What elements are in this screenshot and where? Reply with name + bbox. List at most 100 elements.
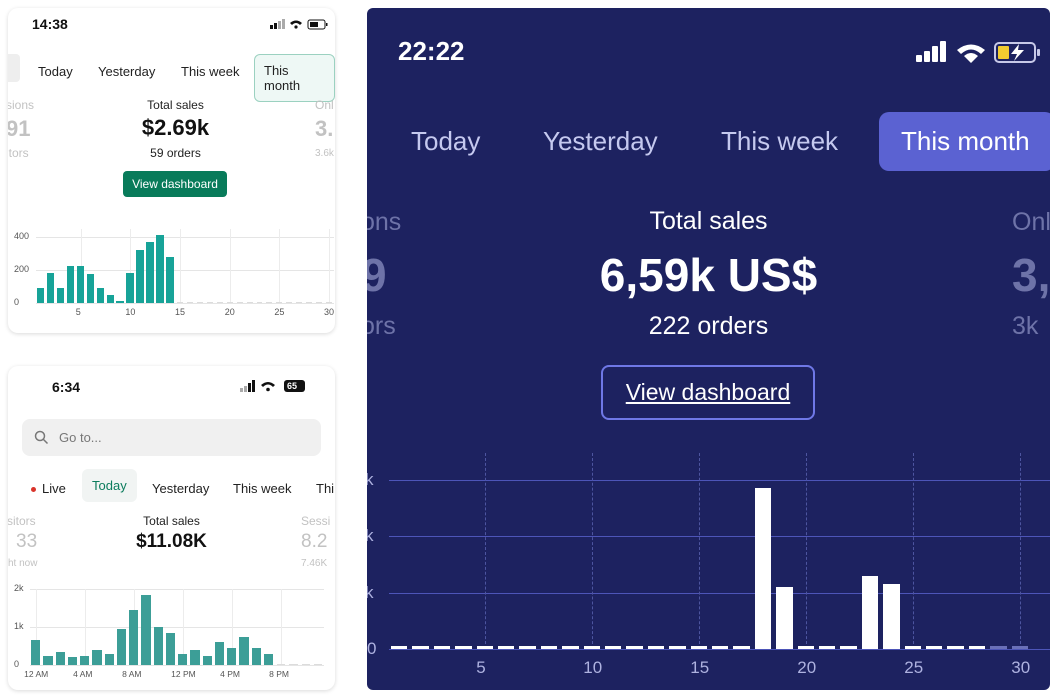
- chart-bar: [156, 234, 164, 303]
- y-tick-label: 200: [14, 264, 30, 275]
- total-sales-label: Total sales: [649, 207, 768, 235]
- chart-bar: [56, 288, 65, 303]
- y-gridline: [30, 665, 324, 666]
- sessions-label-partial: Sessi: [301, 514, 331, 528]
- tab-today[interactable]: Today: [411, 126, 481, 156]
- x-gridline: [485, 453, 487, 649]
- y-gridline: [30, 627, 324, 628]
- chart-bar-empty: [246, 302, 253, 303]
- chart-bar: [153, 627, 163, 665]
- tab-yesterday[interactable]: Yesterday: [152, 481, 210, 496]
- view-dashboard-button[interactable]: View dashboard: [123, 171, 227, 197]
- x-tick-label: 4 PM: [220, 669, 240, 679]
- chart-bar-empty: [286, 302, 293, 303]
- x-tick-label: 30: [324, 307, 335, 317]
- x-tick-label: 25: [274, 307, 285, 317]
- chart-bar-empty: [412, 646, 429, 649]
- x-tick-label: 5: [75, 307, 81, 317]
- chart-bar-empty: [583, 646, 600, 649]
- tab-yesterday[interactable]: Yesterday: [543, 126, 658, 156]
- chart-bar: [43, 655, 53, 665]
- chart-bar-empty: [797, 646, 814, 649]
- chart-bar: [141, 594, 151, 665]
- y-gridline: [389, 592, 1050, 594]
- tab-this-week[interactable]: This week: [181, 64, 240, 79]
- chart-bar-empty: [519, 646, 536, 649]
- search-icon: [34, 430, 49, 445]
- sessions-label-partial: sions: [8, 98, 35, 112]
- online-label-partial: Onl: [315, 98, 334, 112]
- chart-bar-empty: [733, 646, 750, 649]
- x-gridline: [180, 229, 182, 303]
- x-gridline: [329, 229, 331, 303]
- chart-bar-empty: [187, 302, 193, 303]
- x-tick-label: 15: [175, 307, 186, 317]
- chart-bar-empty: [313, 664, 322, 665]
- tab-yesterday[interactable]: Yesterday: [98, 64, 156, 79]
- chart-bar: [146, 242, 154, 303]
- chart-bar: [251, 647, 261, 665]
- tab-this-month[interactable]: This month: [254, 54, 335, 102]
- chart-bar-empty: [236, 302, 243, 303]
- battery-percent: 65: [287, 381, 298, 391]
- x-tick-label: 4 AM: [73, 669, 93, 679]
- total-sales-value: $11.08K: [136, 531, 207, 552]
- chart-bar-empty: [306, 302, 313, 303]
- online-label-partial: Onl: [1012, 208, 1050, 236]
- chart-bar: [116, 301, 124, 303]
- online-value-partial: 3,: [1012, 249, 1050, 301]
- x-gridline: [229, 229, 231, 303]
- y-tick-label: k: [367, 526, 374, 546]
- chart-bar-empty: [712, 646, 729, 649]
- status-time: 22:22: [398, 36, 465, 66]
- tab-today[interactable]: Today: [82, 469, 137, 502]
- signal-wifi-battery-icon: [270, 19, 328, 30]
- chart-bar-empty: [301, 664, 310, 665]
- y-tick-label: 0: [14, 659, 20, 669]
- x-gridline: [281, 589, 283, 665]
- sessions-sub-partial: ors: [367, 312, 396, 340]
- chart-bar-empty: [433, 646, 451, 649]
- signal-wifi-battery-icon: [916, 41, 1040, 63]
- chart-bar-empty: [296, 302, 303, 303]
- tab-this-month[interactable]: This month: [879, 112, 1050, 171]
- tab-today[interactable]: Today: [38, 64, 73, 79]
- view-dashboard-button[interactable]: View dashboard: [601, 365, 815, 420]
- sessions-value-partial: 9: [367, 249, 387, 301]
- chart-bar-empty: [626, 646, 643, 649]
- status-time: 6:34: [52, 379, 81, 395]
- x-gridline: [913, 453, 915, 649]
- total-sales-label: Total sales: [147, 98, 204, 112]
- chart-bar: [86, 274, 95, 303]
- chart-bar-empty: [819, 646, 836, 649]
- visitors-label-partial: sitors: [8, 514, 36, 528]
- chart-bar: [126, 273, 134, 303]
- chart-bar: [37, 288, 45, 303]
- chart-bar-empty: [391, 646, 408, 649]
- online-value-partial: 3.: [315, 116, 334, 141]
- signal-wifi-battery-icon: [240, 380, 305, 392]
- tab-this-month-partial[interactable]: Thi: [316, 481, 335, 496]
- chart-bar-empty: [990, 646, 1007, 649]
- dashboard-card-dark-month: 22:22 Today Yesterday This week This mon…: [367, 8, 1050, 690]
- y-gridline: [389, 649, 1050, 650]
- tab-live[interactable]: Live: [23, 476, 74, 501]
- chart-bar: [227, 647, 237, 665]
- status-icons: [240, 379, 308, 398]
- orders-count: 222 orders: [648, 312, 769, 340]
- chart-bar-empty: [277, 664, 286, 665]
- chart-bar: [202, 655, 212, 665]
- x-gridline: [36, 589, 38, 665]
- tab-this-week[interactable]: This week: [233, 481, 292, 496]
- chart-bar: [214, 642, 224, 665]
- y-gridline: [389, 480, 1050, 481]
- y-gridline: [36, 270, 334, 272]
- tab-this-week[interactable]: This week: [721, 126, 839, 156]
- chart-bar-empty: [904, 646, 921, 649]
- y-tick-label: 0: [14, 297, 20, 307]
- search-input[interactable]: Go to...: [22, 419, 321, 456]
- chart-bar: [883, 584, 900, 649]
- tab-previous-partial[interactable]: [8, 54, 20, 82]
- x-gridline: [232, 589, 234, 665]
- total-sales-value: 6,59k US$: [599, 249, 818, 301]
